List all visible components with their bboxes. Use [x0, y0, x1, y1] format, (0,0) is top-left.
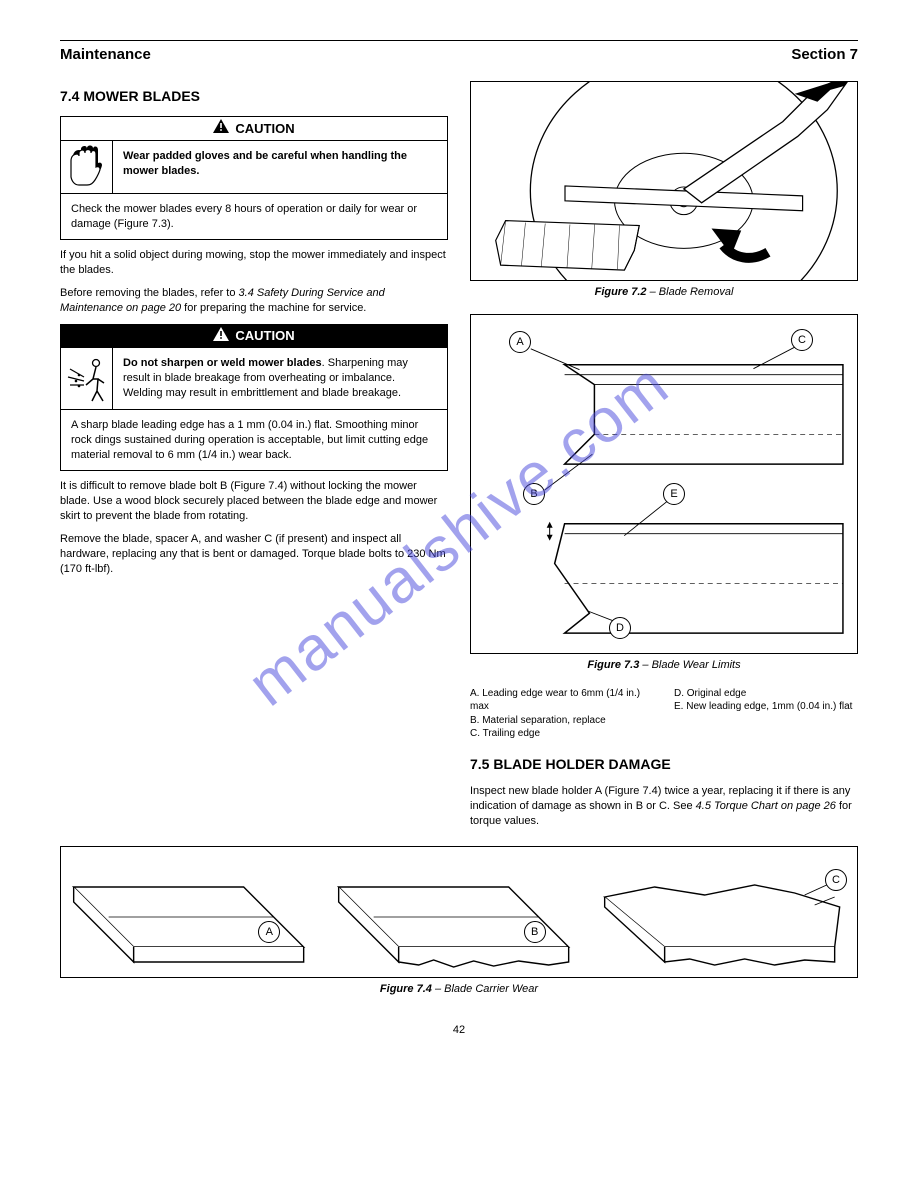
header-left: Maintenance	[60, 45, 151, 65]
left-column: 7.4 MOWER BLADES CAUTION Wear padded glo…	[60, 81, 448, 836]
caution-bold-1: Wear padded gloves and be careful when h…	[123, 150, 407, 177]
fig74-num: Figure 7.4	[380, 983, 432, 995]
holder-damaged-c: C	[592, 847, 857, 977]
figure-7-2-caption: Figure 7.2 – Blade Removal	[470, 285, 858, 300]
figure-7-2	[470, 81, 858, 281]
figure-7-3-caption: Figure 7.3 – Blade Wear Limits	[470, 658, 858, 673]
caution-body-2: Do not sharpen or weld mower blades. Sha…	[61, 348, 447, 409]
content-columns: 7.4 MOWER BLADES CAUTION Wear padded glo…	[60, 81, 858, 836]
caution-bold-2: Do not sharpen or weld mower blades	[123, 357, 322, 369]
caution-header-2: CAUTION	[61, 325, 447, 349]
fig72-num: Figure 7.2	[595, 286, 647, 298]
label-holder-B: B	[524, 921, 546, 943]
label-D: D	[609, 617, 631, 639]
figure-7-3-legend: A. Leading edge wear to 6mm (1/4 in.) ma…	[470, 687, 858, 741]
para2-a: Before removing the blades, refer to	[60, 287, 239, 299]
label-E: E	[663, 483, 685, 505]
blade-removal-illustration	[471, 82, 857, 280]
legend-C: C. Trailing edge	[470, 727, 654, 741]
caution-box-1: CAUTION Wear padded gloves and be carefu…	[60, 116, 448, 240]
caution-text-2: Do not sharpen or weld mower blades. Sha…	[113, 348, 447, 409]
para-wood-block: It is difficult to remove blade bolt B (…	[60, 479, 448, 524]
fig73-title: Blade Wear Limits	[652, 659, 741, 671]
legend-B: B. Material separation, replace	[470, 714, 654, 728]
figure-7-4: A B C Figure 7.4 – Blade Carrier Wear	[60, 846, 858, 997]
legend-D: D. Original edge	[674, 687, 858, 701]
para2-b: for preparing the machine for service.	[181, 302, 366, 314]
holder-new: A	[61, 847, 326, 977]
page-number: 42	[60, 1023, 858, 1038]
header-rule	[60, 40, 858, 41]
page-header: Maintenance Section 7	[60, 45, 858, 65]
legend-A: A. Leading edge wear to 6mm (1/4 in.) ma…	[470, 687, 654, 714]
label-C: C	[791, 329, 813, 351]
caution-box-2: CAUTION Do not sharpen or weld mower bla…	[60, 324, 448, 472]
fig74-title: Blade Carrier Wear	[444, 983, 538, 995]
gloves-icon	[61, 141, 113, 193]
right-column: Figure 7.2 – Blade Removal	[470, 81, 858, 836]
label-A: A	[509, 331, 531, 353]
caution-label-2: CAUTION	[235, 327, 294, 345]
caution-header-1: CAUTION	[61, 117, 447, 141]
caution-text-1: Wear padded gloves and be careful when h…	[113, 141, 447, 193]
legend-E: E. New leading edge, 1mm (0.04 in.) flat	[674, 700, 858, 714]
caution-body-1: Wear padded gloves and be careful when h…	[61, 141, 447, 193]
figure-7-4-caption: Figure 7.4 – Blade Carrier Wear	[60, 982, 858, 997]
para-before-removing: Before removing the blades, refer to 3.4…	[60, 286, 448, 316]
section-title-holder-damage: 7.5 BLADE HOLDER DAMAGE	[470, 755, 858, 774]
warning-triangle-icon	[213, 119, 229, 138]
warning-triangle-icon	[213, 327, 229, 346]
holder-damaged-b: B	[326, 847, 591, 977]
section-title-blades: 7.4 MOWER BLADES	[60, 87, 448, 106]
figure-7-3: A C B E D	[470, 314, 858, 654]
figure-7-4-row: A B C	[60, 846, 858, 978]
para-holder-damage: Inspect new blade holder A (Figure 7.4) …	[470, 784, 858, 829]
label-B: B	[523, 483, 545, 505]
caution-sub-2: A sharp blade leading edge has a 1 mm (0…	[61, 409, 447, 471]
caution-label-1: CAUTION	[235, 120, 294, 138]
fig73-num: Figure 7.3	[587, 659, 639, 671]
ref-torque-chart: 4.5 Torque Chart on page 26	[696, 800, 836, 812]
caution-sub-1: Check the mower blades every 8 hours of …	[61, 193, 447, 240]
header-right: Section 7	[791, 45, 858, 65]
para-remove-blade: Remove the blade, spacer A, and washer C…	[60, 532, 448, 577]
fig72-title: Blade Removal	[659, 286, 734, 298]
para-hit-object: If you hit a solid object during mowing,…	[60, 248, 448, 278]
thrown-object-icon	[61, 348, 113, 409]
